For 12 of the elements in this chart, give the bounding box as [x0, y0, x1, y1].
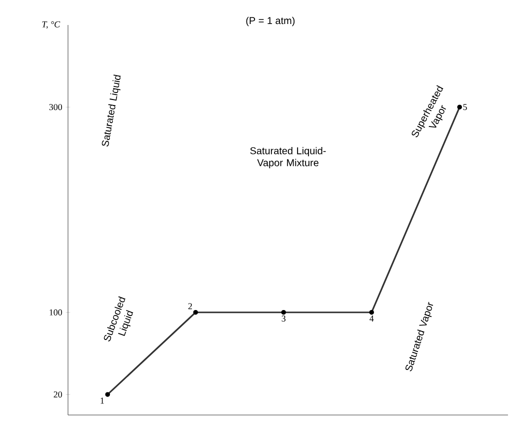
y-axis-title: T, °C	[42, 21, 60, 29]
y-tick-label: 20	[54, 391, 62, 398]
annotation: 2	[188, 303, 192, 310]
annotation: 1	[100, 398, 104, 404]
chart-title: (P = 1 atm)	[246, 16, 295, 26]
annotation: 4	[370, 316, 374, 322]
y-tick-label: 300	[49, 104, 62, 110]
annotation: Saturated Liquid-Vapor Mixture	[250, 146, 326, 168]
annotation: 3	[282, 316, 286, 322]
annotation: 5	[463, 104, 467, 110]
annotation: Saturated Liquid	[102, 74, 121, 147]
y-tick-label: 100	[50, 309, 62, 316]
